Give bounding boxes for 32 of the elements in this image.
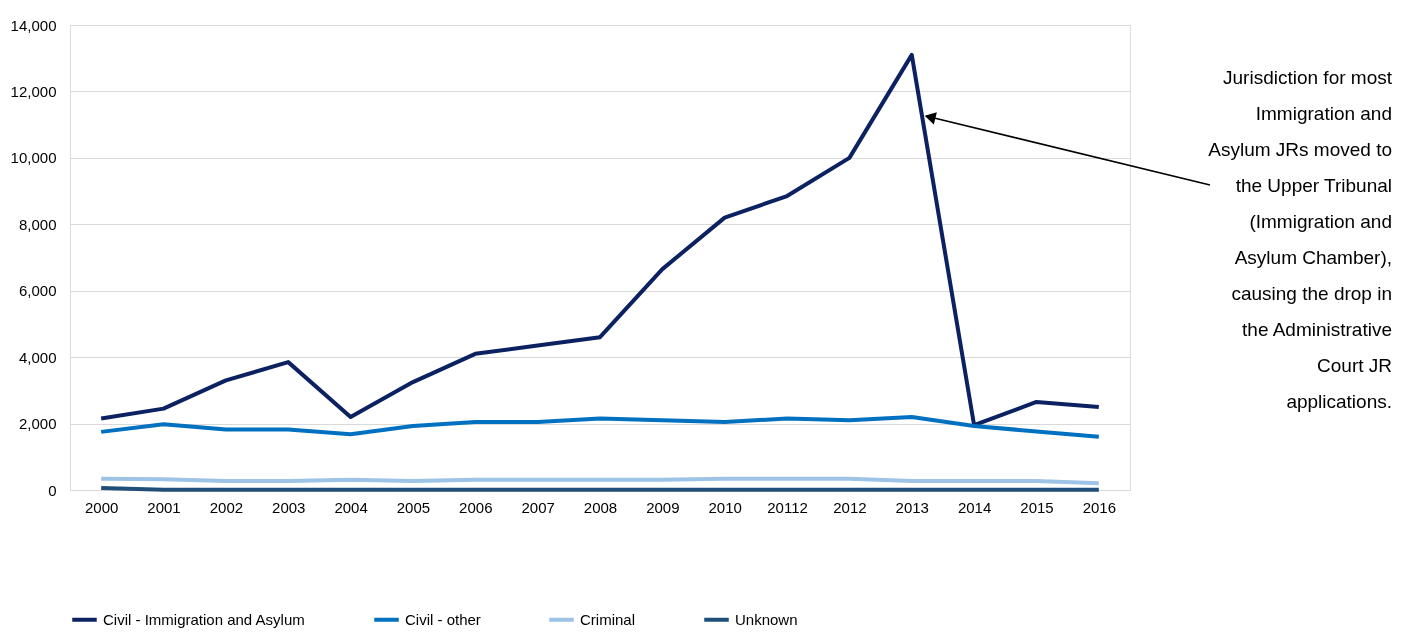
x-tick-label: 2008 [583, 498, 618, 516]
y-tick-label: 4,000 [18, 348, 57, 366]
x-tick-label: 2002 [209, 498, 244, 516]
line-series [99, 52, 1101, 428]
x-tick-label: 2003 [272, 498, 306, 516]
legend-label: Criminal [580, 610, 636, 628]
x-tick-label: 2006 [459, 498, 493, 516]
x-tick-label: 2004 [334, 498, 368, 516]
line-series [99, 414, 1101, 439]
x-tick-label: 2007 [521, 498, 555, 516]
x-tick-label: 2015 [1020, 498, 1054, 516]
x-tick-label: 2016 [1082, 498, 1117, 516]
x-tick-label: 2001 [147, 498, 181, 516]
x-tick-label: 2014 [957, 498, 992, 516]
y-tick-label: 10,000 [10, 149, 57, 167]
y-tick-label: 2,000 [18, 415, 57, 433]
x-tick-label: 2013 [895, 498, 929, 516]
x-tick-label: 2009 [646, 498, 680, 516]
text: Jurisdiction for most Immigration and Asylum JRs moved to the Upper Tribunal (Immigration and Asylum Chamber), causing the drop in the Administrative Court JR applications. [1208, 67, 1392, 412]
x-tick-label: 2010 [708, 498, 742, 516]
x-tick-label: 2005 [396, 498, 431, 516]
legend-label: Unknown [735, 610, 798, 628]
y-tick-label: 0 [48, 481, 57, 499]
legend-label: Civil - other [405, 610, 481, 628]
x-tick-label: 2012 [833, 498, 867, 516]
y-tick-label: 14,000 [10, 16, 57, 34]
legend-label: Civil - Immigration and Asylum [103, 610, 305, 628]
x-tick-label: 2000 [84, 498, 119, 516]
y-tick-label: 12,000 [10, 82, 57, 100]
x-tick-label: 20112 [767, 498, 808, 516]
y-tick-label: 6,000 [18, 282, 57, 300]
y-tick-label: 8,000 [18, 215, 57, 233]
